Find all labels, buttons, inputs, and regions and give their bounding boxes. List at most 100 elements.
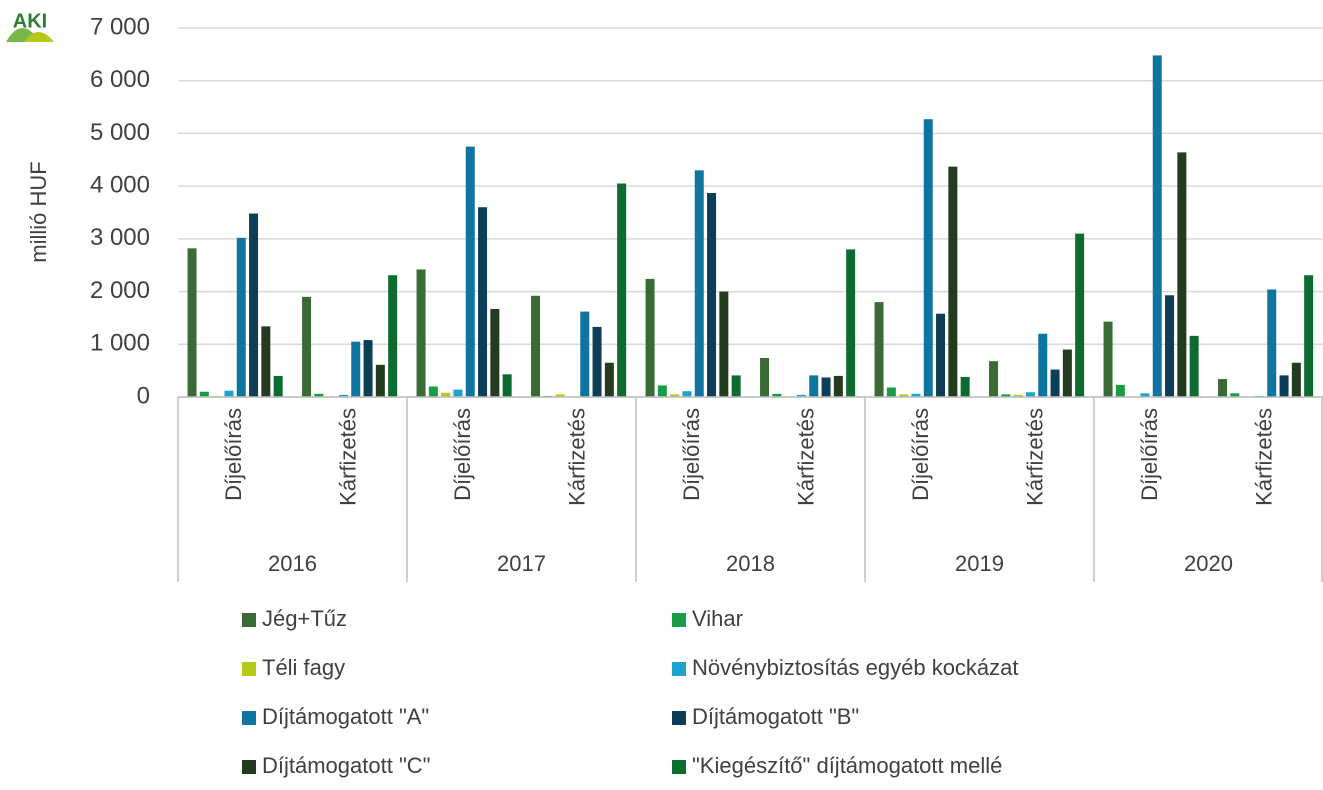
bar [911,393,921,397]
bar [719,291,729,397]
group-label: 2020 [1184,551,1233,576]
bar [236,237,246,397]
bar [772,393,782,397]
x-tick-label: Kárfizetés [1023,408,1048,506]
bar [1230,393,1240,397]
legend-swatch [242,760,256,774]
bar [531,295,541,397]
legend-swatch [242,711,256,725]
bar [821,377,831,397]
bar [731,375,741,397]
legend-label: Téli fagy [262,655,345,680]
x-tick-label: Kárfizetés [794,408,819,506]
legend-label: Díjtámogatott "B" [692,704,859,729]
bar [375,364,385,397]
bar [617,183,627,397]
bar [1115,384,1125,397]
x-tick-label: Díjelőírás [908,408,933,501]
bar [261,326,271,397]
legend-label: Vihar [692,606,743,631]
bar [760,357,770,397]
x-tick-label: Díjelőírás [221,408,246,501]
bar [1291,362,1301,397]
x-tick-label: Díjelőírás [1137,408,1162,501]
legend-swatch [672,760,686,774]
bar [809,375,819,397]
bar [416,269,426,397]
bar [645,278,655,397]
legend-label: Jég+Tűz [262,606,347,631]
bar [833,375,843,397]
bar [1001,394,1011,397]
legend-swatch [672,711,686,725]
bar [478,207,488,397]
bar [694,170,704,397]
bar [899,394,909,397]
bar [465,146,475,397]
legend-label: Növénybiztosítás egyéb kockázat [692,655,1019,680]
y-tick-label: 0 [137,382,150,409]
bar [1177,152,1187,397]
y-tick-label: 3 000 [90,224,150,251]
bar [1267,289,1277,397]
y-tick-label: 6 000 [90,66,150,93]
bar [1165,295,1175,397]
bar [670,394,680,397]
bar [302,296,312,397]
bar [1152,55,1162,397]
logo-shape [24,32,54,42]
bar [1013,394,1023,397]
y-tick-label: 4 000 [90,171,150,198]
bar [1050,369,1060,397]
bar [1140,393,1150,397]
x-tick-label: Kárfizetés [1252,408,1277,506]
bar [960,376,970,397]
bar [1103,321,1113,397]
bar [874,302,884,397]
bar [199,391,209,397]
bar [886,387,896,397]
bar [1038,333,1048,397]
bar [1304,275,1314,397]
bar [1025,392,1035,397]
bar [657,385,667,397]
y-tick-label: 2 000 [90,277,150,304]
bar [273,375,283,397]
bar [796,394,806,397]
bar [428,386,438,397]
legend-swatch [672,613,686,627]
bar [363,340,373,397]
x-tick-label: Díjelőírás [450,408,475,501]
bar [1062,349,1072,397]
bar [388,275,398,397]
bar [923,119,933,398]
y-axis-label: millió HUF [26,161,51,262]
bar [592,326,602,397]
bar [502,374,512,397]
legend-label: Díjtámogatott "A" [262,704,429,729]
bar [580,311,590,397]
bar [604,362,614,397]
legend-label: "Kiegészítő" díjtámogatott mellé [692,753,1002,778]
group-label: 2018 [726,551,775,576]
logo-text: AKI [13,10,47,32]
group-label: 2019 [955,551,1004,576]
bar [441,392,451,397]
bar [1279,375,1289,397]
bar [989,361,999,397]
y-tick-label: 1 000 [90,330,150,357]
bar [351,341,361,397]
bar [846,249,856,397]
bar [555,394,565,397]
logo: AKI [6,10,54,42]
bar [314,393,324,397]
bar [453,389,463,397]
bar [682,391,692,397]
y-tick-label: 5 000 [90,119,150,146]
bar [1075,233,1085,397]
bar [224,390,234,397]
bar [187,248,197,397]
legend-swatch [242,662,256,676]
bar [249,213,259,397]
